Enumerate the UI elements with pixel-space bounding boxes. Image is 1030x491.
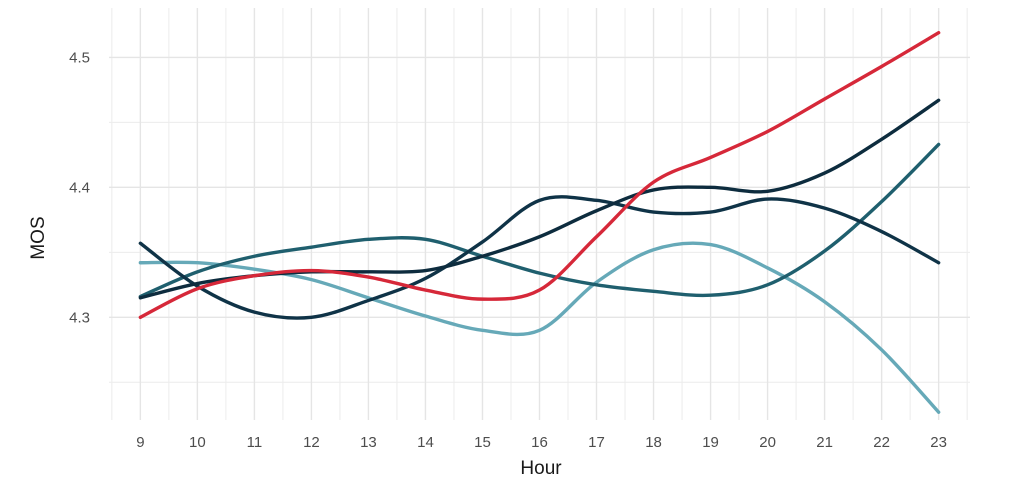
major-gridlines (109, 8, 970, 420)
y-tick-label: 4.3 (69, 309, 90, 326)
x-tick-label: 16 (531, 434, 548, 451)
y-axis-title: MOS (28, 216, 49, 259)
y-axis-tick-labels: 4.3 4.4 4.5 (69, 49, 90, 326)
x-tick-label: 22 (873, 434, 890, 451)
x-tick-label: 17 (588, 434, 605, 451)
x-tick-label: 23 (930, 434, 947, 451)
x-tick-label: 10 (189, 434, 206, 451)
series-line-4 (138, 142, 941, 299)
x-tick-label: 21 (816, 434, 833, 451)
x-axis-tick-labels: 9 10 11 12 13 14 15 16 17 18 19 20 21 22 23 (136, 434, 947, 451)
series-line-1 (138, 30, 941, 320)
y-tick-label: 4.4 (69, 179, 90, 196)
x-tick-label: 9 (136, 434, 144, 451)
x-tick-label: 20 (759, 434, 776, 451)
x-tick-label: 19 (702, 434, 719, 451)
x-tick-label: 14 (417, 434, 434, 451)
x-tick-label: 11 (247, 434, 263, 451)
x-axis-title: Hour (520, 458, 562, 479)
x-tick-label: 15 (474, 434, 491, 451)
series-lines (138, 30, 941, 414)
y-tick-label: 4.5 (69, 49, 90, 66)
series-line-3 (138, 195, 941, 320)
x-tick-label: 12 (303, 434, 320, 451)
x-tick-label: 18 (645, 434, 662, 451)
x-tick-label: 13 (360, 434, 377, 451)
